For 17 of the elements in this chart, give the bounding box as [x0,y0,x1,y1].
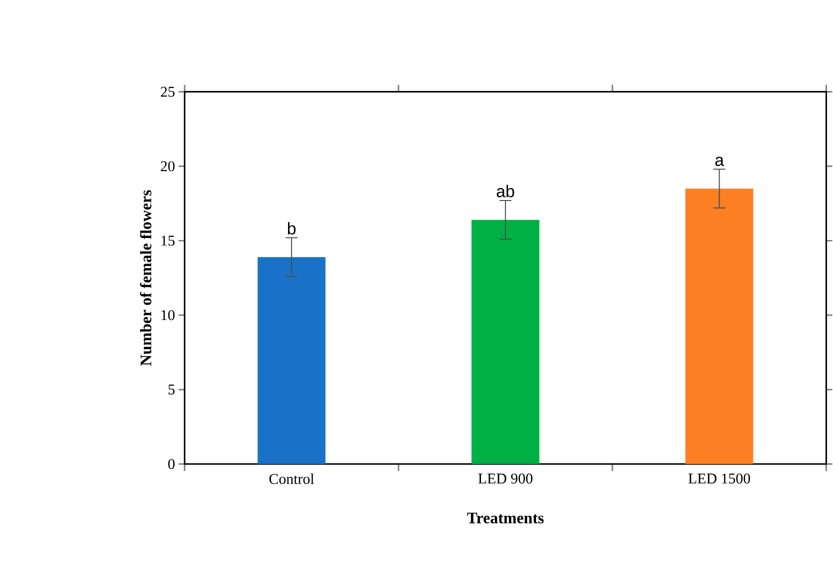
annotation: ab [496,185,514,198]
x-axis-title: Treatments [467,512,544,524]
y-tick-label: 15 [162,236,175,246]
y-tick-label: 5 [168,384,175,395]
y-tick-label: 0 [168,459,175,470]
x-tick-label: Control [269,474,314,484]
bar [472,220,540,464]
x-tick-label: LED 900 [478,474,532,484]
y-tick-label: 10 [162,310,175,320]
x-tick-label: LED 1500 [688,474,750,484]
annotation: b [288,222,296,235]
y-tick-label: 25 [160,86,175,97]
bar [685,188,754,464]
y-axis-title: Number of female flowers [140,190,152,366]
annotation: a [715,156,724,166]
bar [258,257,326,464]
y-tick-label: 20 [160,161,175,172]
